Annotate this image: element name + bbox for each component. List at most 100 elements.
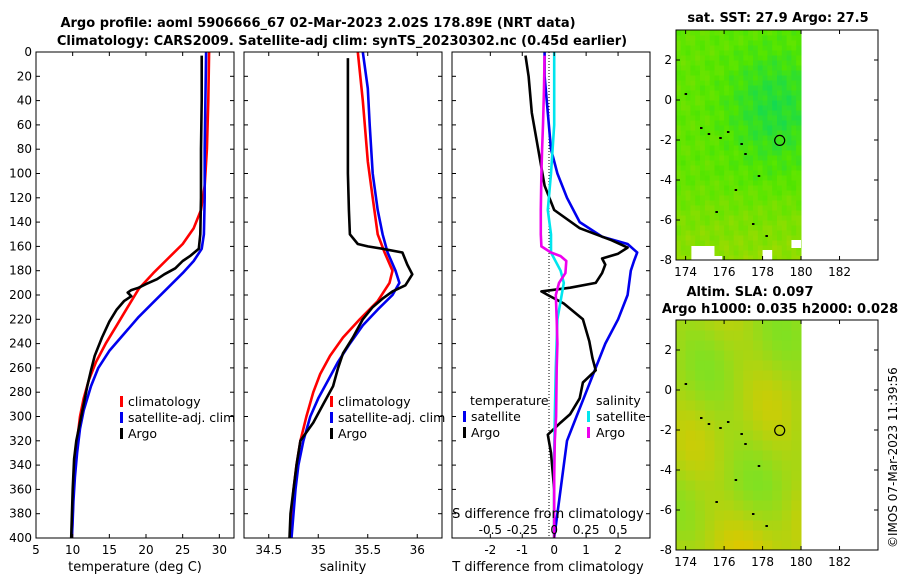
map-cell (791, 330, 802, 341)
map-cell (728, 90, 735, 96)
map-cell (753, 175, 759, 181)
map-cell (743, 130, 749, 136)
map-cell (786, 250, 792, 256)
map-cell (714, 170, 720, 176)
map-cell (757, 155, 764, 161)
map-cell (796, 210, 802, 216)
map-cell (676, 150, 682, 156)
map-cell (786, 75, 792, 81)
map-cell (748, 160, 754, 166)
map-cell (680, 220, 687, 226)
map-cell (791, 110, 797, 116)
map-cell (700, 210, 706, 216)
map-cell (772, 255, 778, 261)
map-cell (767, 55, 773, 61)
y-tick-label: 160 (9, 239, 32, 253)
legend-swatch-argo (330, 428, 333, 439)
map-cell (709, 240, 715, 246)
island-mark (707, 133, 711, 135)
legend-swatch-salinity-argo (587, 427, 590, 438)
map-cell (796, 65, 802, 71)
map-cell (695, 470, 706, 481)
x-tick-label: 34.5 (255, 543, 282, 557)
map-cell (748, 205, 754, 211)
map-cell (695, 440, 706, 451)
map-cell (714, 360, 725, 371)
map-cell (714, 540, 725, 551)
map-cell (733, 85, 739, 91)
map-cell (695, 400, 706, 411)
map-cell (704, 520, 715, 531)
map-cell (714, 500, 725, 511)
map-cell (748, 140, 754, 146)
map-cell (695, 145, 701, 151)
map-cell (796, 110, 802, 116)
map-cell (695, 75, 701, 81)
map-cell (714, 490, 725, 501)
map-cell (762, 30, 768, 36)
x-tick-label: 176 (713, 555, 736, 569)
map-cell (714, 40, 720, 46)
map-cell (685, 60, 691, 66)
map-cell (714, 430, 725, 441)
map-cell (753, 90, 759, 96)
map-cell (781, 200, 788, 206)
map-cell (772, 250, 778, 256)
map-cell (738, 245, 744, 251)
map-cell (796, 55, 802, 61)
map-cell (733, 95, 739, 101)
map-cell (796, 160, 802, 166)
map-cell (796, 220, 802, 226)
map-cell (728, 135, 735, 141)
map-cell (748, 180, 754, 186)
map-cell (743, 255, 749, 261)
map-cell (714, 65, 720, 71)
map-cell (724, 440, 735, 451)
map-cell (772, 175, 778, 181)
map-cell (753, 130, 759, 136)
map-cell (676, 100, 682, 106)
map-cell (704, 350, 715, 361)
map-cell (719, 140, 725, 146)
map-cell (743, 480, 754, 491)
map-cell (680, 135, 687, 141)
map-cell (781, 65, 788, 71)
map-cell (781, 490, 792, 501)
map-cell (786, 225, 792, 231)
map-cell (676, 110, 682, 116)
map-cell (733, 370, 744, 381)
map-cell (704, 130, 711, 136)
salinity-xlabel: salinity (320, 560, 367, 575)
island-mark (684, 93, 688, 95)
map-cell (753, 145, 759, 151)
map-cell (709, 30, 715, 36)
map-cell (719, 150, 725, 156)
legend-label-satellite: satellite-adj. clim (338, 410, 445, 425)
map-cell (733, 460, 744, 471)
map-cell (762, 70, 768, 76)
map-cell (704, 225, 711, 231)
map-cell (762, 150, 768, 156)
map-cell (781, 55, 788, 61)
map-cell (719, 205, 725, 211)
map-cell (767, 100, 773, 106)
map-cell (772, 95, 778, 101)
map-cell (719, 115, 725, 121)
map-cell (753, 55, 759, 61)
map-cell (680, 95, 687, 101)
map-cell (685, 250, 691, 256)
map-cell (676, 160, 682, 166)
x-tick-label: 10 (65, 543, 80, 557)
map-cell (748, 230, 754, 236)
map-cell (724, 210, 730, 216)
map-cell (743, 65, 749, 71)
map-cell (796, 150, 802, 156)
map-cell (695, 50, 701, 56)
map-cell (728, 220, 735, 226)
map-cell (724, 155, 730, 161)
map-cell (762, 65, 768, 71)
map-cell (728, 120, 735, 126)
map-cell (781, 460, 792, 471)
legend-swatch-salinity-satellite (587, 411, 590, 422)
map-cell (743, 250, 749, 256)
